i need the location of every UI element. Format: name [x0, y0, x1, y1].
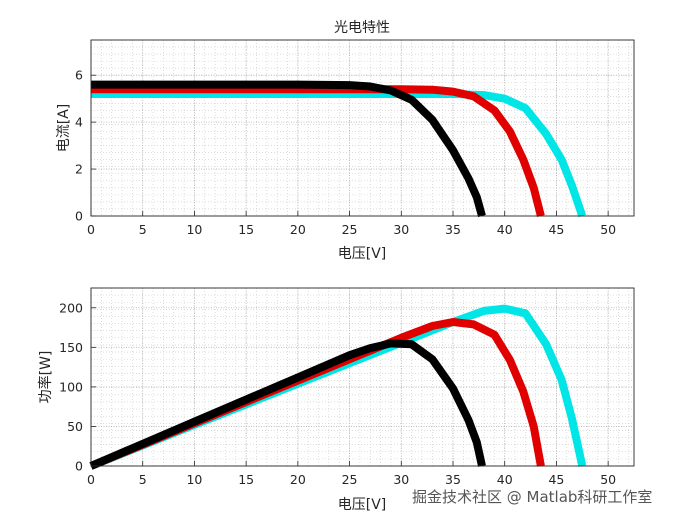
power-voltage-plot: 0 5 10 15 20 25 30 35 40 45 50 0 50 100 150 200	[59, 287, 635, 487]
y-tick-label: 100	[59, 379, 83, 394]
x-tick-label: 50	[600, 222, 616, 237]
y-tick-label: 2	[75, 162, 83, 177]
x-tick-label: 40	[497, 472, 513, 487]
x-tick-label: 40	[497, 222, 513, 237]
series-line-1	[91, 85, 545, 217]
plot-area	[91, 40, 634, 216]
y-tick-label: 0	[75, 209, 83, 224]
x-tick-label: 25	[342, 472, 358, 487]
axes-box	[90, 39, 635, 217]
x-tick-label: 25	[342, 222, 358, 237]
minor-grid	[90, 39, 634, 217]
x-tick-label: 35	[445, 472, 461, 487]
x-tick-label: 30	[393, 472, 409, 487]
y-tick-label: 4	[75, 115, 83, 130]
x-tick-label: 0	[87, 222, 95, 237]
x-axis-label-top: 电压[V]	[338, 246, 387, 262]
x-tick-label: 15	[238, 472, 254, 487]
x-tick-label: 5	[139, 222, 147, 237]
x-tick-label: 30	[393, 222, 409, 237]
x-tick-label: 0	[87, 472, 95, 487]
series-line-0	[91, 90, 587, 218]
series-line-2	[89, 339, 486, 470]
series-line-2	[91, 80, 486, 218]
x-tick-label: 10	[186, 472, 202, 487]
y-tick-label: 6	[75, 68, 83, 83]
y-tick-label: 50	[67, 419, 83, 434]
y-tick-label: 200	[59, 300, 83, 315]
x-tick-label: 45	[548, 472, 564, 487]
watermark-text: 掘金技术社区 @ Matlab科研工作室	[412, 488, 652, 506]
x-tick-label: 20	[290, 472, 306, 487]
x-tick-label: 35	[445, 222, 461, 237]
plot-area	[91, 288, 634, 466]
minor-grid	[90, 287, 634, 467]
chart-title: 光电特性	[334, 20, 390, 36]
x-axis-label-bottom: 电压[V]	[338, 497, 387, 513]
y-tick-label: 150	[59, 340, 83, 355]
x-tick-label: 45	[548, 222, 564, 237]
y-axis-label-top: 电流[A]	[56, 104, 72, 153]
x-tick-label: 50	[600, 472, 616, 487]
current-voltage-plot: 0 5 10 15 20 25 30 35 40 45 50 0 2 4 6	[75, 39, 635, 237]
x-tick-label: 15	[238, 222, 254, 237]
x-tick-label: 20	[290, 222, 306, 237]
x-tick-label: 5	[139, 472, 147, 487]
x-tick-label: 10	[186, 222, 202, 237]
y-tick-label: 0	[75, 459, 83, 474]
y-axis-label-bottom: 功率[W]	[37, 351, 54, 404]
axes-box	[90, 287, 635, 467]
